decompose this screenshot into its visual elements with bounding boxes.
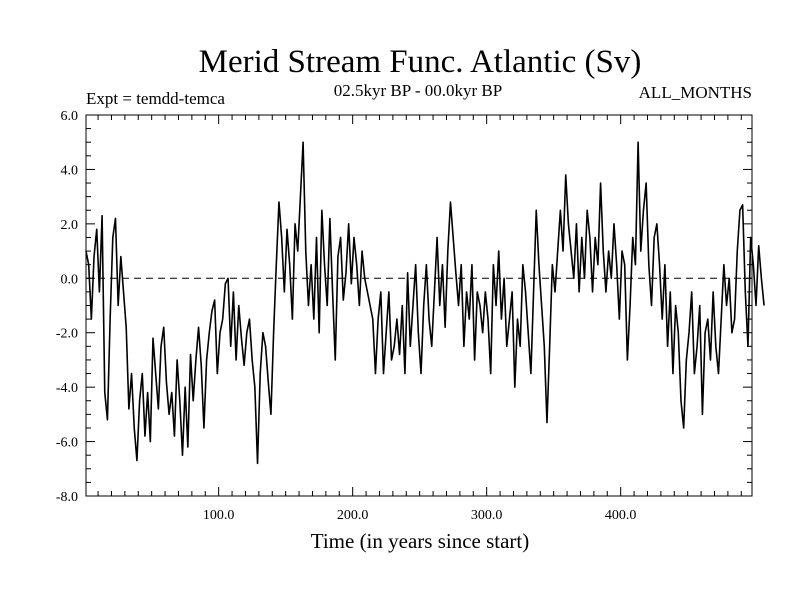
chart-title: Merid Stream Func. Atlantic (Sv) [199, 44, 642, 80]
y-tick-label: 6.0 [61, 109, 79, 124]
series-layer [85, 141, 765, 465]
x-tick-label: 200.0 [337, 508, 369, 523]
series-line-0 [85, 141, 765, 465]
chart-subtitle-right: ALL_MONTHS [639, 83, 752, 102]
x-axis-label: Time (in years since start) [311, 529, 530, 553]
y-tick-label: -6.0 [56, 436, 78, 451]
y-tick-label: 4.0 [61, 163, 79, 178]
x-tick-label: 400.0 [605, 508, 637, 523]
y-tick-label: -8.0 [56, 490, 78, 505]
x-tick-label: 300.0 [471, 508, 503, 523]
axis-layer: 6.0 4.0 2.0 0.0 -2.0 -4.0 -6.0 -8.0 100.0 200.0 30… [56, 109, 753, 523]
y-tick-label: 0.0 [61, 272, 79, 287]
y-tick-label: -4.0 [56, 381, 78, 396]
y-tick-label: -2.0 [56, 327, 78, 342]
y-tick-label: 2.0 [61, 218, 79, 233]
chart-subtitle-left: Expt = temdd-temca [86, 89, 225, 108]
x-tick-label: 100.0 [203, 508, 235, 523]
chart-subtitle-center: 02.5kyr BP - 00.0kyr BP [334, 81, 502, 100]
